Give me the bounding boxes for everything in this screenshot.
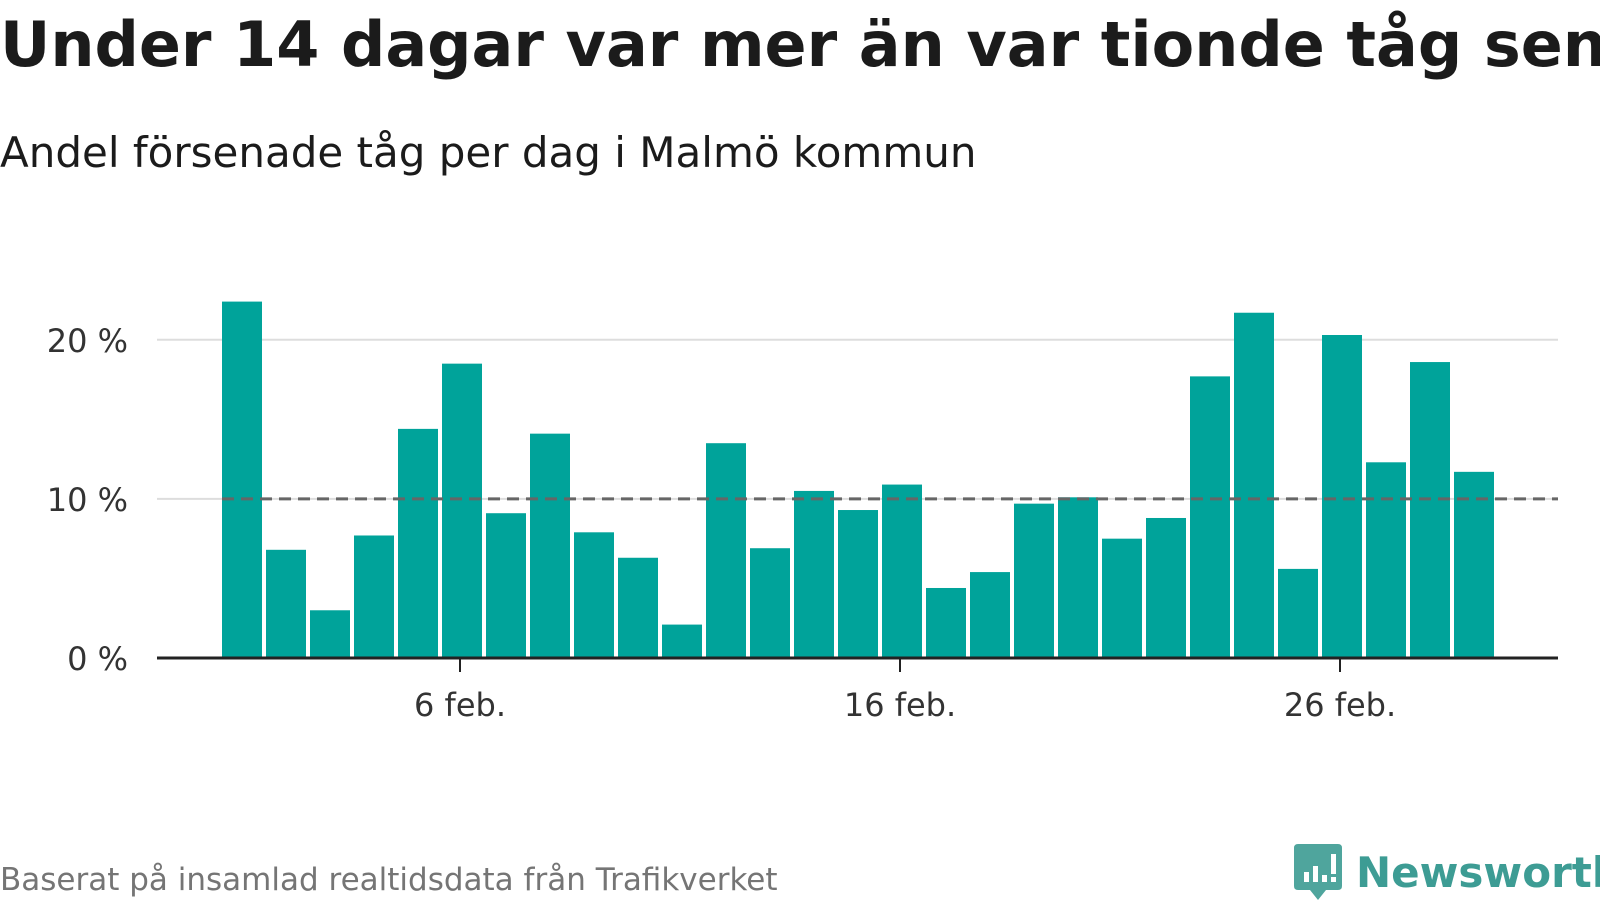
bar: 21 feb.: 7.5 % — [1102, 538, 1142, 658]
x-tick-label: 26 feb. — [1284, 686, 1396, 724]
bar: 25 feb.: 5.6 % — [1278, 568, 1318, 658]
source-note: Baserat på insamlad realtidsdata från Tr… — [0, 862, 778, 898]
bar: 19 feb.: 9.7 % — [1014, 503, 1054, 658]
bar: 5 feb.: 14.4 % — [398, 428, 438, 658]
bar: 20 feb.: 10.1 % — [1058, 497, 1098, 658]
bar: 15 feb.: 9.3 % — [838, 510, 878, 658]
brand-logo[interactable]: Newsworthy — [1292, 842, 1600, 902]
axes: 0 % 10 % 20 % 6 feb. 16 feb. 26 feb. — [47, 322, 1558, 724]
bar: 9 feb.: 7.9 % — [574, 532, 614, 658]
bar: 23 feb.: 17.7 % — [1190, 376, 1230, 658]
bar: 18 feb.: 5.4 % — [970, 572, 1010, 658]
chart-title: Under 14 dagar var mer än var tionde tåg… — [0, 8, 1600, 81]
bar: 4 feb.: 7.7 % — [354, 535, 394, 658]
bar: 7 feb.: 9.1 % — [486, 513, 526, 658]
bar: 6 feb.: 18.5 % — [442, 363, 482, 658]
bar: 17 feb.: 4.4 % — [926, 587, 966, 658]
bar: 10 feb.: 6.3 % — [618, 557, 658, 658]
bar: 12 feb.: 13.5 % — [706, 443, 746, 658]
bar: 29 feb.: 11.7 % — [1454, 471, 1494, 658]
bar: 16 feb.: 10.9 % — [882, 484, 922, 658]
bar: 26 feb.: 20.3 % — [1322, 335, 1362, 658]
chart-subtitle: Andel försenade tåg per dag i Malmö komm… — [0, 128, 977, 177]
bar: 8 feb.: 14.1 % — [530, 433, 570, 658]
bar: 22 feb.: 8.8 % — [1146, 517, 1186, 658]
x-tick-label: 16 feb. — [844, 686, 956, 724]
y-tick-label: 0 % — [67, 640, 128, 678]
brand-name: Newsworthy — [1356, 847, 1600, 897]
bar: 11 feb.: 2.1 % — [662, 624, 702, 658]
bars: 1 feb.: 22.4 %2 feb.: 6.8 %3 feb.: 3 %4 … — [222, 301, 1494, 658]
y-tick-label: 10 % — [47, 481, 128, 519]
bar: 13 feb.: 6.9 % — [750, 548, 790, 658]
bar: 14 feb.: 10.5 % — [794, 490, 834, 658]
bar: 24 feb.: 21.7 % — [1234, 312, 1274, 658]
bar: 27 feb.: 12.3 % — [1366, 462, 1406, 658]
bar: 1 feb.: 22.4 % — [222, 301, 262, 658]
x-tick-label: 6 feb. — [414, 686, 506, 724]
bar: 28 feb.: 18.6 % — [1410, 362, 1450, 658]
newsworthy-logo-icon — [1294, 844, 1342, 900]
y-tick-label: 20 % — [47, 322, 128, 360]
bar: 2 feb.: 6.8 % — [266, 549, 306, 658]
bar: 3 feb.: 3 % — [310, 610, 350, 658]
